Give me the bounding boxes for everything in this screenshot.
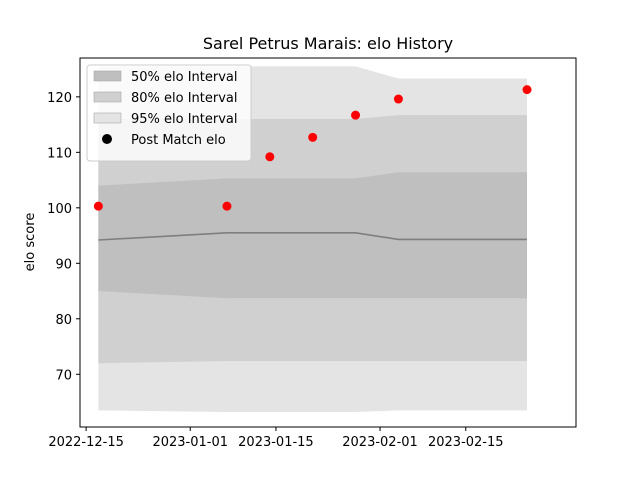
- post-match-point: [393, 94, 403, 104]
- post-match-point: [308, 132, 318, 142]
- legend-swatch: [93, 91, 122, 103]
- y-tick-label: 80: [55, 313, 72, 328]
- x-tick-label: 2022-12-15: [48, 435, 124, 450]
- legend: 50% elo Interval 80% elo Interval 95% elo …: [86, 64, 252, 162]
- x-axis: 2022-12-15 2023-01-01 2023-01-15 2023-02-01…: [48, 427, 504, 450]
- y-tick-label: 120: [47, 91, 72, 106]
- post-match-point: [351, 110, 361, 120]
- legend-label: Post Match elo: [131, 133, 226, 148]
- band-50-elo-interval: [98, 172, 528, 299]
- post-match-point: [265, 152, 275, 162]
- plot-frame: [79, 57, 577, 428]
- legend-marker: [102, 134, 112, 144]
- y-axis-label: elo score: [23, 213, 38, 272]
- post-match-point: [222, 201, 232, 211]
- median-line: [98, 231, 528, 241]
- x-tick-label: 2023-01-15: [238, 435, 314, 450]
- legend-swatch: [93, 70, 122, 82]
- legend-label: 50% elo Interval: [131, 70, 238, 85]
- legend-label: 80% elo Interval: [131, 91, 238, 106]
- y-tick-label: 70: [55, 368, 72, 383]
- post-match-points: [93, 85, 532, 211]
- x-tick-label: 2023-01-01: [152, 435, 228, 450]
- x-tick-label: 2023-02-01: [342, 435, 418, 450]
- y-axis: 70 80 90 100 110 120: [47, 91, 80, 383]
- y-tick-label: 100: [47, 202, 72, 217]
- chart-title: Sarel Petrus Marais: elo History: [203, 34, 453, 53]
- x-tick-label: 2023-02-15: [428, 435, 504, 450]
- legend-box: [86, 64, 252, 162]
- median-line-group: [98, 231, 528, 241]
- y-tick-label: 110: [47, 146, 72, 161]
- post-match-point: [93, 201, 103, 211]
- post-match-point: [522, 85, 532, 95]
- legend-label: 95% elo Interval: [131, 112, 238, 127]
- y-tick-label: 90: [55, 257, 72, 272]
- legend-swatch: [93, 112, 122, 124]
